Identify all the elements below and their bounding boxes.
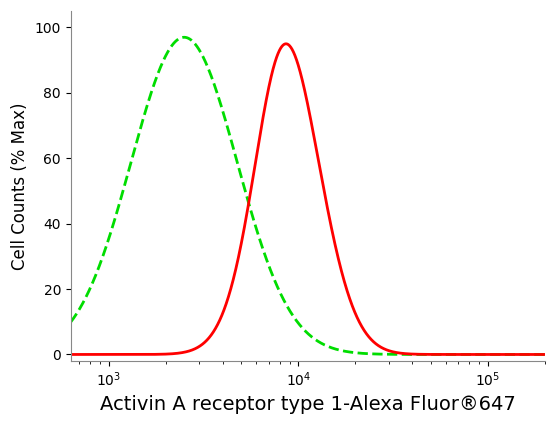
X-axis label: Activin A receptor type 1-Alexa Fluor®647: Activin A receptor type 1-Alexa Fluor®64…	[100, 395, 516, 414]
Y-axis label: Cell Counts (% Max): Cell Counts (% Max)	[11, 102, 29, 270]
